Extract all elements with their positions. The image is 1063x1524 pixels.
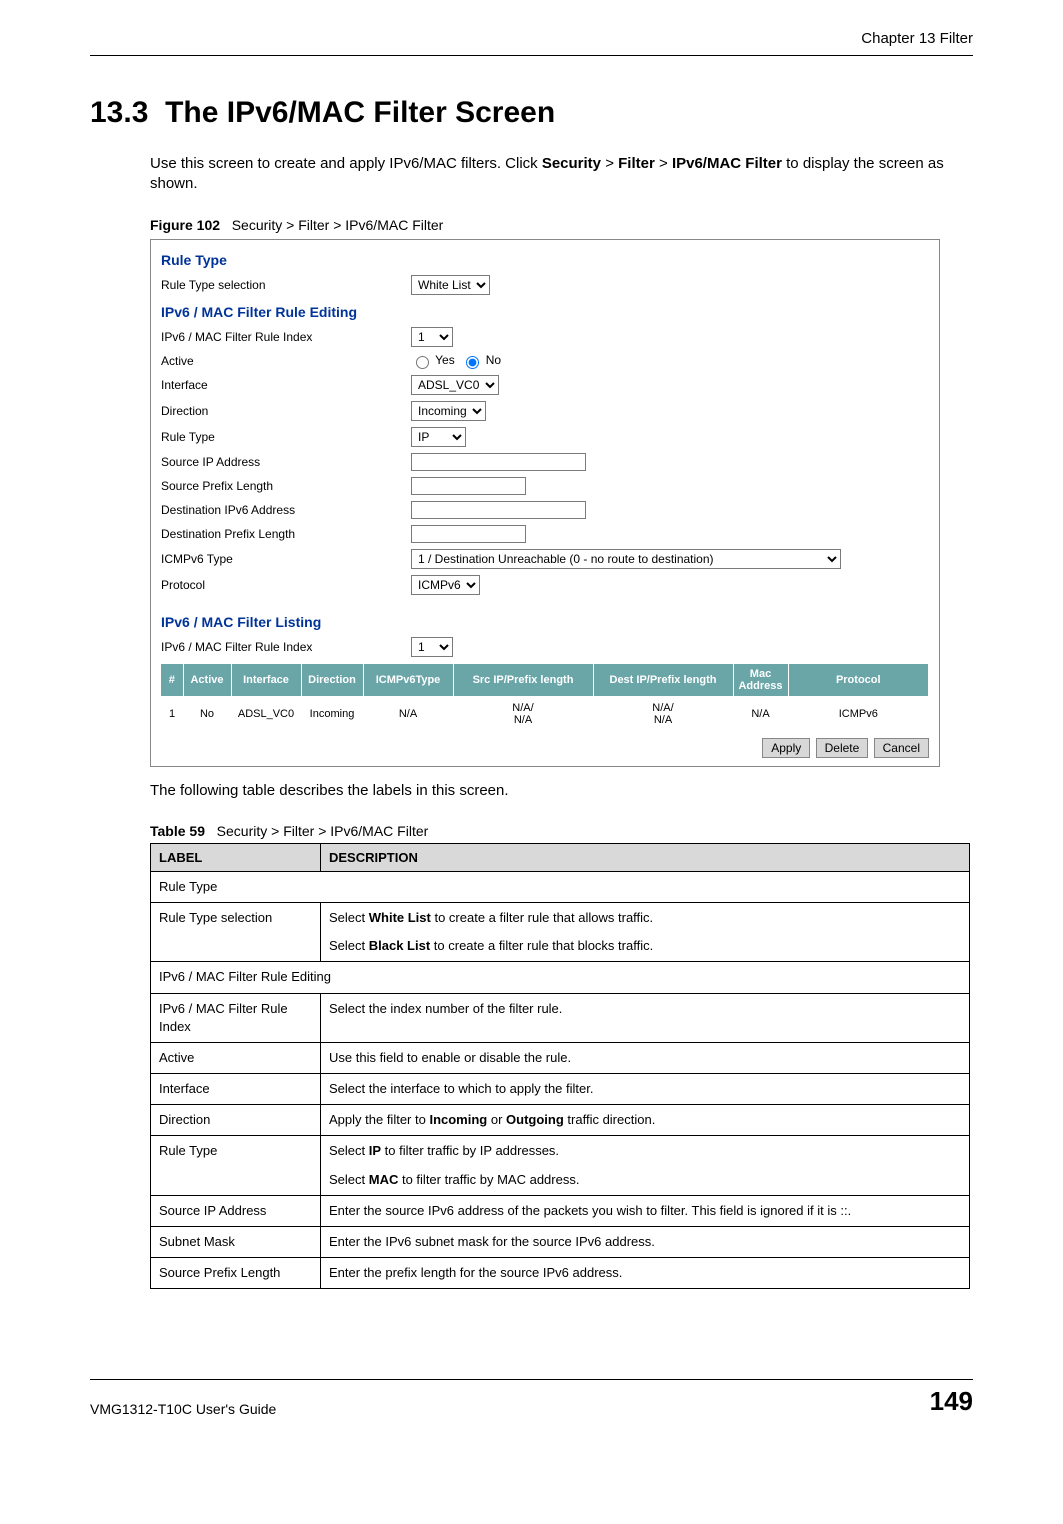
listing-th-direction: Direction bbox=[301, 664, 363, 696]
ruletype2-select[interactable]: IP bbox=[411, 427, 466, 447]
listing-th-num: # bbox=[161, 664, 183, 696]
listing-row: 1 No ADSL_VC0 Incoming N/A N/A/ N/A N/A/… bbox=[161, 696, 929, 732]
intro-text: Use this screen to create and apply IPv6… bbox=[150, 155, 542, 172]
icmp-select[interactable]: 1 / Destination Unreachable (0 - no rout… bbox=[411, 549, 841, 569]
desc-desc-srcprefix: Enter the prefix length for the source I… bbox=[321, 1258, 970, 1289]
ss-srcip-label: Source IP Address bbox=[161, 455, 411, 469]
desc-th-label: LABEL bbox=[151, 843, 321, 871]
ss-direction-label: Direction bbox=[161, 404, 411, 418]
src-ip-input[interactable] bbox=[411, 453, 586, 471]
listing-th-srcip: Src IP/Prefix length bbox=[453, 664, 593, 696]
ss-sec-editing: IPv6 / MAC Filter Rule Editing bbox=[161, 298, 929, 324]
desc-desc-direction: Apply the filter to Incoming or Outgoing… bbox=[321, 1105, 970, 1136]
desc-label-interface: Interface bbox=[151, 1074, 321, 1105]
ss-rule-index-label: IPv6 / MAC Filter Rule Index bbox=[161, 330, 411, 344]
listing-th-active: Active bbox=[183, 664, 231, 696]
desc-label-srcprefix: Source Prefix Length bbox=[151, 1258, 321, 1289]
filter-listing-table: # Active Interface Direction ICMPv6Type … bbox=[161, 664, 929, 732]
ss-srcprefix-label: Source Prefix Length bbox=[161, 479, 411, 493]
ss-active-label: Active bbox=[161, 354, 411, 368]
page-footer: VMG1312-T10C User's Guide 149 bbox=[90, 1379, 973, 1417]
listing-th-icmp: ICMPv6Type bbox=[363, 664, 453, 696]
desc-desc-active: Use this field to enable or disable the … bbox=[321, 1042, 970, 1073]
ss-listing-index-label: IPv6 / MAC Filter Rule Index bbox=[161, 640, 411, 654]
desc-label-subnet: Subnet Mask bbox=[151, 1227, 321, 1258]
desc-label-rts: Rule Type selection bbox=[151, 902, 321, 961]
desc-label-ruletype2: Rule Type bbox=[151, 1136, 321, 1195]
delete-button[interactable]: Delete bbox=[816, 738, 869, 758]
header-rule bbox=[90, 55, 973, 56]
ss-destip-label: Destination IPv6 Address bbox=[161, 503, 411, 517]
listing-th-proto: Protocol bbox=[788, 664, 929, 696]
ss-interface-label: Interface bbox=[161, 378, 411, 392]
table-label: Table 59 bbox=[150, 823, 205, 839]
section-number: 13.3 bbox=[90, 96, 148, 129]
intro-filter: Filter bbox=[618, 155, 655, 172]
interface-select[interactable]: ADSL_VC0 bbox=[411, 375, 499, 395]
listing-index-select[interactable]: 1 bbox=[411, 637, 453, 657]
desc-desc-rts: Select White List to create a filter rul… bbox=[321, 902, 970, 961]
figure-label: Figure 102 bbox=[150, 217, 220, 233]
chapter-header: Chapter 13 Filter bbox=[90, 30, 973, 47]
listing-th-destip: Dest IP/Prefix length bbox=[593, 664, 733, 696]
active-no-radio[interactable] bbox=[466, 356, 479, 369]
ss-sec-listing: IPv6 / MAC Filter Listing bbox=[161, 608, 929, 634]
figure-caption-text: Security > Filter > IPv6/MAC Filter bbox=[232, 217, 444, 233]
footer-guide: VMG1312-T10C User's Guide bbox=[90, 1401, 276, 1417]
desc-label-direction: Direction bbox=[151, 1105, 321, 1136]
section-title: 13.3 The IPv6/MAC Filter Screen bbox=[90, 96, 973, 130]
table-caption: Table 59 Security > Filter > IPv6/MAC Fi… bbox=[150, 823, 973, 839]
intro-paragraph: Use this screen to create and apply IPv6… bbox=[150, 154, 973, 195]
post-figure-text: The following table describes the labels… bbox=[150, 781, 973, 801]
apply-button[interactable]: Apply bbox=[762, 738, 810, 758]
proto-select[interactable]: ICMPv6 bbox=[411, 575, 480, 595]
page-number: 149 bbox=[930, 1386, 973, 1417]
active-yes-radio[interactable] bbox=[416, 356, 429, 369]
figure-caption: Figure 102 Security > Filter > IPv6/MAC … bbox=[150, 217, 973, 233]
listing-th-mac: Mac Address bbox=[733, 664, 788, 696]
rule-index-select[interactable]: 1 bbox=[411, 327, 453, 347]
filter-screenshot: Rule Type Rule Type selection White List… bbox=[150, 239, 940, 767]
desc-label-ruleindex: IPv6 / MAC Filter Rule Index bbox=[151, 993, 321, 1042]
ss-destprefix-label: Destination Prefix Length bbox=[161, 527, 411, 541]
table-caption-text: Security > Filter > IPv6/MAC Filter bbox=[217, 823, 429, 839]
desc-desc-subnet: Enter the IPv6 subnet mask for the sourc… bbox=[321, 1227, 970, 1258]
ss-ruletype2-label: Rule Type bbox=[161, 430, 411, 444]
direction-select[interactable]: Incoming bbox=[411, 401, 486, 421]
desc-row-editing-section: IPv6 / MAC Filter Rule Editing bbox=[151, 962, 970, 993]
ss-icmp-label: ICMPv6 Type bbox=[161, 552, 411, 566]
desc-desc-ruletype2: Select IP to filter traffic by IP addres… bbox=[321, 1136, 970, 1195]
desc-label-srcip: Source IP Address bbox=[151, 1195, 321, 1226]
section-title-text: The IPv6/MAC Filter Screen bbox=[165, 96, 555, 129]
intro-ipv6mac: IPv6/MAC Filter bbox=[672, 155, 782, 172]
active-no-label: No bbox=[486, 353, 501, 367]
src-prefix-input[interactable] bbox=[411, 477, 526, 495]
desc-row-ruletype-section: Rule Type bbox=[151, 871, 970, 902]
active-yes-label: Yes bbox=[435, 353, 455, 367]
ss-rule-type-label: Rule Type selection bbox=[161, 278, 411, 292]
ss-sec-rule-type: Rule Type bbox=[161, 246, 929, 272]
dest-prefix-input[interactable] bbox=[411, 525, 526, 543]
description-table: LABEL DESCRIPTION Rule Type Rule Type se… bbox=[150, 843, 970, 1290]
intro-security: Security bbox=[542, 155, 601, 172]
ss-proto-label: Protocol bbox=[161, 578, 411, 592]
cancel-button[interactable]: Cancel bbox=[874, 738, 929, 758]
desc-label-active: Active bbox=[151, 1042, 321, 1073]
desc-desc-interface: Select the interface to which to apply t… bbox=[321, 1074, 970, 1105]
rule-type-select[interactable]: White List bbox=[411, 275, 490, 295]
desc-th-desc: DESCRIPTION bbox=[321, 843, 970, 871]
desc-desc-ruleindex: Select the index number of the filter ru… bbox=[321, 993, 970, 1042]
desc-desc-srcip: Enter the source IPv6 address of the pac… bbox=[321, 1195, 970, 1226]
listing-th-interface: Interface bbox=[231, 664, 301, 696]
dest-ip-input[interactable] bbox=[411, 501, 586, 519]
